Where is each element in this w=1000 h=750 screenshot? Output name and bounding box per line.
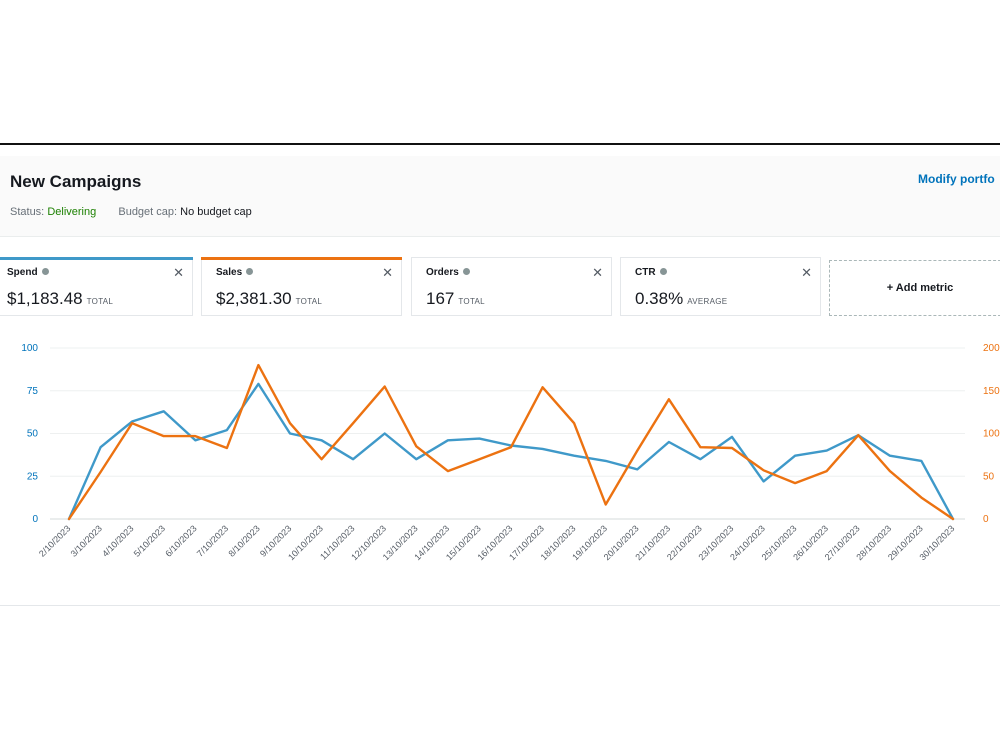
y-right-tick-label: 0 <box>983 514 989 525</box>
metric-color-bar <box>201 257 402 260</box>
metric-label: Sales <box>216 267 243 278</box>
metric-tile-sales[interactable]: Sales ✕ $2,381.30 TOTAL <box>201 257 402 316</box>
y-left-tick-label: 50 <box>27 429 39 440</box>
status-label: Status: <box>10 206 45 218</box>
performance-chart: 0 25 50 75 100 0 50 100 150 200 2/10/20233/10/20… <box>21 343 1000 562</box>
metric-value: 167 <box>426 289 455 308</box>
y-right-tick-label: 50 <box>983 471 995 482</box>
status-row: Status: Delivering Budget cap: No budget… <box>10 206 252 218</box>
x-axis: 2/10/20233/10/20234/10/20235/10/20236/10… <box>37 523 956 562</box>
metric-unit: TOTAL <box>295 297 323 306</box>
metric-value: $1,183.48 <box>7 289 83 308</box>
y-left-tick-label: 25 <box>27 471 39 482</box>
x-tick-label: 7/10/2023 <box>195 523 230 558</box>
close-icon[interactable]: ✕ <box>801 265 812 280</box>
y-axis-right: 0 50 100 150 200 <box>983 343 1000 525</box>
y-right-tick-label: 200 <box>983 343 1000 354</box>
x-tick-label: 3/10/2023 <box>69 523 104 558</box>
y-left-tick-label: 100 <box>21 343 38 354</box>
modify-portfolio-link[interactable]: Modify portfo <box>918 172 995 186</box>
metric-tile-ctr[interactable]: CTR ✕ 0.38% AVERAGE <box>620 257 821 316</box>
metric-value: 0.38% <box>635 289 684 308</box>
close-icon[interactable]: ✕ <box>382 265 393 280</box>
y-left-tick-label: 75 <box>27 386 39 397</box>
metric-label: CTR <box>635 267 656 278</box>
chart-series <box>67 363 955 521</box>
status-value: Delivering <box>47 206 97 218</box>
metric-unit: TOTAL <box>86 297 114 306</box>
page-title: New Campaigns <box>10 172 142 191</box>
metric-unit: TOTAL <box>458 297 485 306</box>
metric-label: Orders <box>426 267 459 278</box>
metric-tile-orders[interactable]: Orders ✕ 167 TOTAL <box>411 257 612 316</box>
budget-label: Budget cap: <box>118 206 178 218</box>
metric-value: $2,381.30 <box>216 289 292 308</box>
y-right-tick-label: 150 <box>983 386 1000 397</box>
metric-unit: AVERAGE <box>687 297 728 306</box>
y-left-tick-label: 0 <box>32 514 38 525</box>
x-tick-label: 2/10/2023 <box>37 523 72 558</box>
x-tick-label: 8/10/2023 <box>226 523 261 558</box>
y-right-tick-label: 100 <box>983 429 1000 440</box>
info-icon[interactable] <box>246 268 254 275</box>
y-axis-left: 0 25 50 75 100 <box>21 343 38 525</box>
close-icon[interactable]: ✕ <box>173 265 184 280</box>
metric-label: Spend <box>7 267 38 278</box>
top-divider <box>0 143 1000 145</box>
budget-value: No budget cap <box>180 206 252 218</box>
x-tick-label: 4/10/2023 <box>100 523 135 558</box>
add-metric-button[interactable]: + Add metric <box>829 260 1000 316</box>
series-line-sales <box>67 363 955 521</box>
info-icon[interactable] <box>659 268 667 275</box>
panel-header <box>0 156 1000 237</box>
x-tick-label: 6/10/2023 <box>163 523 198 558</box>
info-icon[interactable] <box>462 268 470 275</box>
metric-tile-spend[interactable]: Spend ✕ $1,183.48 TOTAL <box>0 257 193 316</box>
info-icon[interactable] <box>41 268 49 275</box>
metric-color-bar <box>0 257 193 260</box>
close-icon[interactable]: ✕ <box>592 265 603 280</box>
series-line-spend <box>67 382 955 521</box>
x-tick-label: 5/10/2023 <box>132 523 167 558</box>
